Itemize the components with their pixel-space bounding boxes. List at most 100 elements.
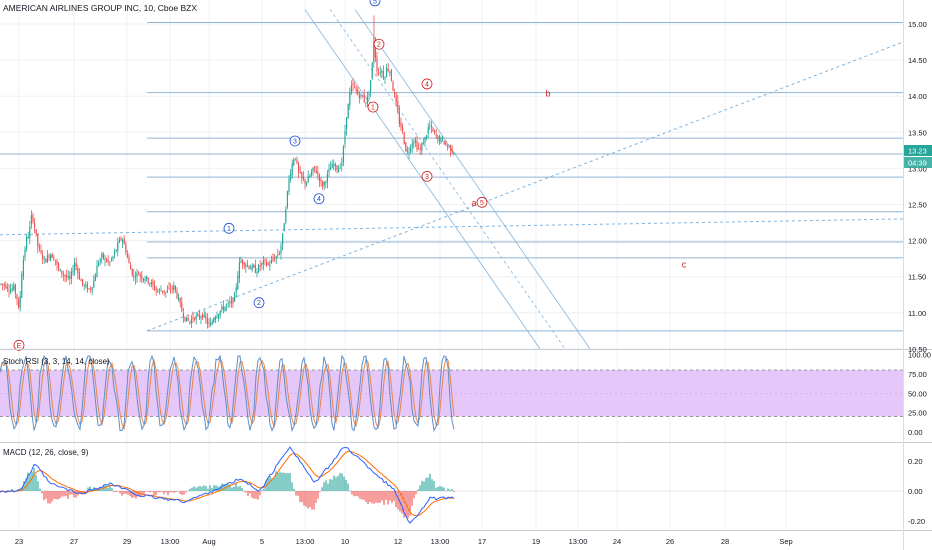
candle-body	[261, 263, 263, 265]
macd-histogram-bar	[209, 485, 211, 491]
candle-body	[91, 287, 93, 291]
macd-histogram-bar	[427, 477, 429, 491]
wave-label-circle	[13, 339, 25, 351]
candle-body	[144, 279, 146, 281]
candle-body	[98, 262, 100, 266]
macd-histogram-bar	[101, 488, 103, 491]
candle-body	[443, 140, 445, 145]
candle-body	[42, 254, 44, 260]
candle-body	[141, 275, 143, 279]
pane-divider-2[interactable]	[0, 442, 932, 443]
candle-body	[427, 127, 429, 134]
macd-histogram-bar	[119, 491, 121, 494]
macd-histogram-bar	[157, 491, 159, 493]
candle-body	[130, 265, 132, 270]
wave-label-circle	[373, 38, 385, 50]
candle-body	[440, 137, 442, 143]
wave-label-circle	[253, 297, 265, 309]
wave-label-text: 1	[227, 226, 231, 233]
candle-body	[238, 262, 240, 278]
candle-body	[19, 296, 21, 308]
trend-line[interactable]	[329, 9, 566, 350]
candle-body	[331, 163, 333, 168]
macd-histogram-bar	[117, 491, 119, 492]
stoch-tick-label: 50.00	[908, 389, 927, 398]
trend-line[interactable]	[0, 218, 904, 236]
time-tick-label: 13:00	[569, 537, 588, 546]
candle-body	[235, 287, 237, 293]
macd-histogram-bar	[87, 487, 89, 491]
price-tick-label: 12.50	[908, 201, 927, 210]
candle-body	[362, 95, 364, 97]
candle-body	[389, 71, 391, 73]
candle-body	[131, 268, 133, 276]
macd-histogram-bar	[145, 491, 147, 492]
macd-histogram-bar	[205, 486, 207, 491]
candle-body	[134, 276, 136, 279]
candle-body	[254, 265, 256, 273]
wave-letter-label: a	[471, 198, 476, 208]
candle-body	[6, 287, 8, 289]
macd-histogram-bar	[285, 473, 287, 491]
candle-body	[318, 174, 320, 181]
candle-body	[222, 306, 224, 310]
trend-line[interactable]	[146, 41, 904, 332]
candle-body	[146, 276, 148, 280]
price-axis[interactable]: 15.00 14.50 14.00 13.50 13.00 12.50 12.00 11.50…	[908, 20, 927, 354]
macd-histogram-bar	[155, 491, 157, 496]
wave-label-circle	[223, 222, 235, 234]
candle-body	[126, 253, 128, 258]
candle-body	[226, 304, 228, 306]
macd-histogram-bar	[247, 491, 249, 496]
candle-body	[349, 92, 351, 106]
trend-line[interactable]	[354, 9, 591, 350]
candle-body	[96, 265, 98, 278]
candle-body	[357, 89, 359, 95]
candle-body	[37, 233, 39, 247]
macd-histogram-bar	[255, 491, 257, 499]
candle-body	[232, 298, 234, 304]
candle-body	[88, 288, 90, 290]
candle-body	[299, 171, 301, 174]
candle-body	[334, 163, 336, 166]
candle-body	[208, 322, 210, 325]
macd-histogram-bar	[375, 491, 377, 503]
candle-body	[368, 93, 370, 95]
candle-body	[224, 306, 226, 312]
macd-histogram-bar	[435, 487, 437, 491]
macd-histogram-bar	[105, 485, 107, 491]
macd-histogram-bar	[121, 491, 123, 496]
macd-histogram-bar	[331, 479, 333, 491]
candle-body	[416, 140, 418, 150]
candle-body	[86, 283, 88, 291]
macd-histogram-bar	[299, 491, 301, 503]
pane-divider-1[interactable]	[0, 349, 932, 350]
candle-body	[197, 313, 199, 316]
macd-histogram-bar	[147, 491, 149, 492]
candle-body	[30, 215, 32, 225]
candle-body	[248, 266, 250, 269]
macd-histogram-bar	[429, 473, 431, 491]
stoch-tick-label: 75.00	[908, 370, 927, 379]
macd-histogram-bar	[201, 486, 203, 491]
macd-histogram-bar	[85, 491, 87, 493]
candle-body	[83, 284, 85, 286]
horizontal-levels[interactable]	[0, 22, 903, 332]
wave-label-circle	[369, 0, 381, 7]
time-axis[interactable]: 23 27 29 13:00 Aug 5 13:00 10 12 13:00 17 19 13:00 24…	[15, 537, 793, 546]
trend-lines[interactable]	[0, 9, 904, 350]
macd-histogram-bar	[71, 491, 73, 495]
macd-histogram-bar	[187, 490, 189, 492]
candle-body	[395, 95, 397, 103]
price-tick-label: 13.50	[908, 128, 927, 137]
price-tick-label: 14.00	[908, 92, 927, 101]
macd-histogram-bar	[177, 490, 179, 492]
candle-body	[280, 245, 282, 254]
macd-histogram-bar	[243, 491, 245, 492]
candle-body	[403, 132, 405, 145]
time-tick-label: 29	[123, 537, 131, 546]
candle-body	[16, 294, 18, 300]
macd-histogram-bar	[41, 491, 43, 494]
macd-histogram-bar	[199, 485, 201, 491]
